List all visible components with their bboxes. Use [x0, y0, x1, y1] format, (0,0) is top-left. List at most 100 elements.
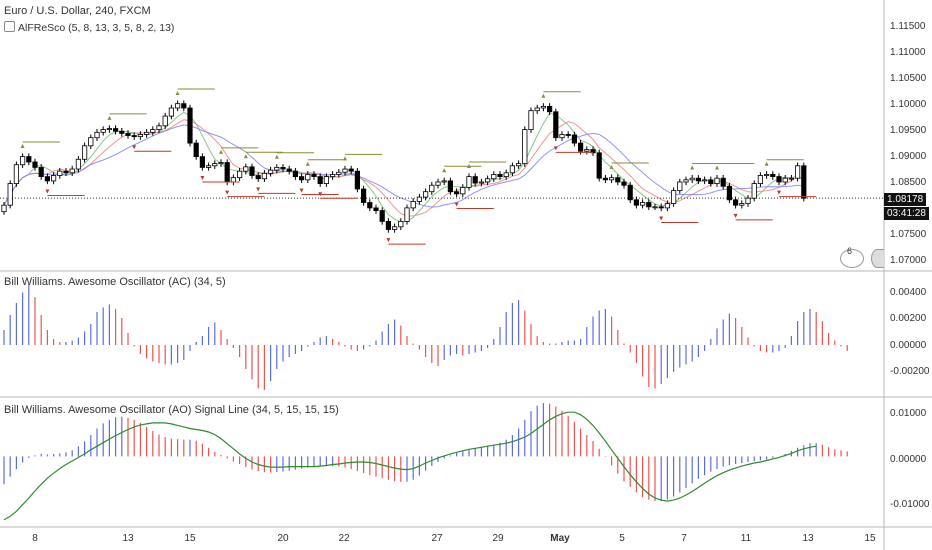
- fractal-down-marker: [299, 188, 304, 193]
- ac-axis-tick: -0.00200: [890, 366, 930, 377]
- fractal-down-marker: [777, 190, 781, 195]
- fractal-down-marker: [733, 213, 738, 218]
- candle-body: [348, 168, 354, 172]
- moving-average-line: [3, 111, 805, 223]
- fractal-up-marker: [219, 149, 223, 154]
- candle-body: [602, 177, 609, 181]
- time-axis-tick: 15: [184, 533, 196, 544]
- ao-axis-tick: 0.00000: [890, 454, 927, 465]
- candle-body: [764, 174, 770, 176]
- fractal-up-marker: [609, 165, 614, 170]
- candle-body: [75, 158, 81, 170]
- ao-pane[interactable]: [3, 403, 848, 521]
- candle-body: [38, 166, 44, 177]
- last-price-badge: 1.08178: [884, 193, 927, 206]
- candle-body: [453, 191, 460, 195]
- candle-body: [571, 134, 578, 144]
- candle-body: [472, 176, 478, 184]
- fractal-up-marker: [442, 168, 447, 173]
- candle-body: [354, 170, 361, 190]
- candle-body: [193, 142, 199, 158]
- visibility-toggle-icon[interactable]: [4, 21, 15, 32]
- candle-body: [658, 206, 664, 209]
- candle-body: [528, 110, 534, 130]
- timezone-icon[interactable]: [871, 249, 884, 268]
- moving-average-line: [3, 119, 804, 217]
- ao-axis-tick: -0.01000: [890, 499, 930, 510]
- candle-body: [13, 164, 19, 184]
- candle-body: [224, 162, 230, 183]
- price-axis-tick: 1.10000: [890, 99, 927, 110]
- fractal-down-marker: [225, 190, 230, 195]
- fractal-up-marker: [175, 91, 180, 96]
- candle-body: [491, 174, 497, 180]
- fractal-up-marker: [274, 154, 279, 159]
- candle-body: [199, 156, 205, 168]
- candle-body: [646, 202, 652, 208]
- candle-body: [26, 156, 32, 163]
- candle-body: [230, 177, 236, 183]
- candle-body: [770, 174, 776, 177]
- price-pane[interactable]: [0, 88, 884, 245]
- candle-body: [255, 175, 261, 180]
- fractal-down-marker: [318, 192, 323, 197]
- candle-body: [578, 142, 584, 152]
- fractal-down-marker: [256, 187, 261, 192]
- price-axis-tick: 1.07000: [890, 255, 927, 266]
- candle-body: [267, 169, 274, 174]
- fractal-up-marker: [467, 163, 471, 168]
- moving-average-line: [3, 124, 804, 208]
- candle-body: [187, 107, 193, 144]
- time-axis-tick: 27: [431, 533, 443, 544]
- candle-body: [664, 203, 671, 209]
- fractal-up-marker: [107, 115, 112, 120]
- candle-body: [726, 185, 733, 201]
- candle-body: [720, 177, 726, 187]
- candle-body: [156, 125, 162, 130]
- candle-body: [205, 165, 212, 168]
- candle-body: [708, 179, 714, 185]
- candle-body: [460, 186, 466, 195]
- time-axis-tick: 13: [802, 533, 814, 544]
- candle-body: [702, 179, 708, 182]
- candle-body: [547, 105, 553, 113]
- price-axis-tick: 1.11000: [890, 47, 926, 58]
- candle-body: [441, 180, 447, 183]
- candle-body: [627, 184, 633, 201]
- candle-body: [795, 165, 801, 179]
- fractal-down-marker: [553, 146, 558, 151]
- events-flag-icon[interactable]: 6: [840, 246, 864, 268]
- candle-body: [422, 191, 429, 198]
- indicator-legend[interactable]: AlFReSco (5, 8, 13, 3, 5, 8, 2, 13): [4, 21, 174, 34]
- ac-axis-tick: 0.00200: [890, 313, 927, 324]
- fractal-up-marker: [343, 156, 347, 161]
- time-axis-tick: 5: [619, 533, 625, 544]
- fractal-up-marker: [243, 154, 248, 159]
- candle-body: [478, 181, 485, 184]
- fractal-down-marker: [454, 202, 459, 207]
- candle-body: [7, 183, 13, 206]
- candle-body: [32, 161, 38, 168]
- fractal-down-marker: [659, 216, 664, 221]
- candle-body: [323, 176, 330, 185]
- ac-pane[interactable]: [3, 285, 848, 390]
- symbol-title: Euro / U.S. Dollar, 240, FXCM: [4, 5, 151, 17]
- candle-body: [311, 174, 317, 177]
- candle-body: [125, 132, 131, 136]
- fractal-up-marker: [541, 93, 546, 98]
- candle-body: [429, 184, 435, 193]
- candle-body: [298, 176, 305, 181]
- candle-body: [63, 170, 69, 174]
- candle-body: [305, 174, 311, 181]
- candle-body: [671, 190, 677, 204]
- candle-body: [57, 170, 63, 176]
- candle-body: [776, 176, 782, 183]
- candle-body: [733, 199, 739, 206]
- time-axis-tick: 11: [740, 533, 752, 544]
- candle-body: [292, 170, 299, 177]
- candle-body: [534, 107, 540, 112]
- candle-body: [410, 201, 416, 209]
- candle-body: [329, 174, 336, 177]
- candle-body: [435, 181, 441, 186]
